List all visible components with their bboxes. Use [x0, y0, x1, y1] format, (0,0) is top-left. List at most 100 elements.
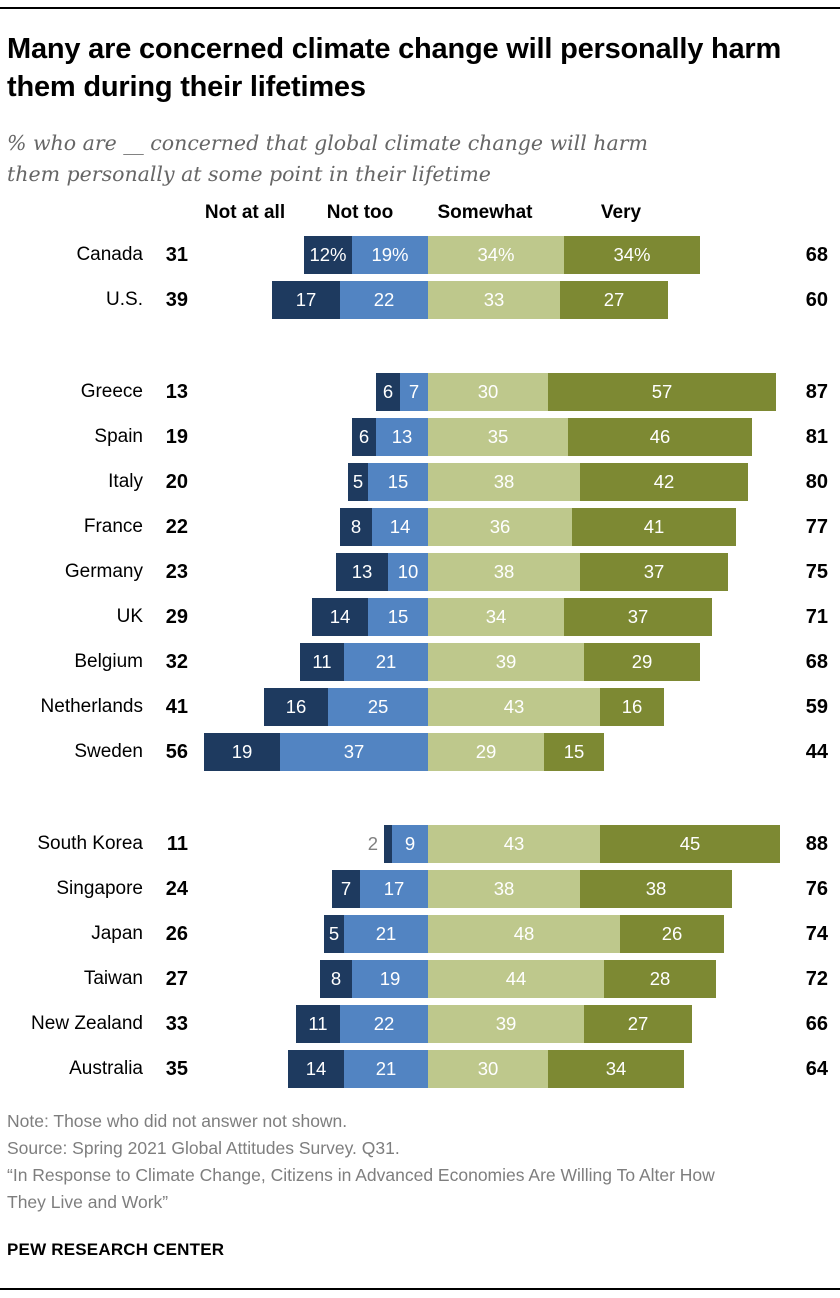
- right-total: 74: [805, 923, 828, 945]
- bottom-rule: [0, 1288, 840, 1290]
- chart-row: France 22 8 14 36 41 77: [0, 508, 840, 546]
- right-total: 77: [805, 516, 828, 538]
- segment-very: 34: [548, 1050, 684, 1088]
- segment-not-too: 14: [372, 508, 428, 546]
- segment-very: 27: [560, 281, 668, 319]
- segment-not-at-all: 14: [312, 598, 368, 636]
- left-total: 27: [165, 968, 188, 990]
- segment-not-at-all: 7: [332, 870, 360, 908]
- left-total: 19: [165, 426, 188, 448]
- segment-not-at-all: [384, 825, 392, 863]
- segment-very: 27: [584, 1005, 692, 1043]
- country-label: Taiwan: [83, 968, 143, 989]
- segment-not-at-all: 5: [324, 915, 344, 953]
- segment-somewhat: 34: [428, 598, 564, 636]
- left-total: 13: [165, 381, 188, 403]
- note-line: Note: Those who did not answer not shown…: [7, 1111, 348, 1131]
- right-total: 64: [805, 1058, 828, 1080]
- chart-row: Japan 26 5 21 48 26 74: [0, 915, 840, 953]
- chart-row: Greece 13 6 7 30 57 87: [0, 373, 840, 411]
- chart-row: Australia 35 14 21 30 34 64: [0, 1050, 840, 1088]
- country-label: Australia: [69, 1058, 143, 1079]
- segment-not-at-all: 12%: [304, 236, 352, 274]
- segment-very: 42: [580, 463, 748, 501]
- column-header-very: Very: [600, 202, 642, 223]
- segment-somewhat: 38: [428, 553, 580, 591]
- segment-somewhat: 39: [428, 643, 584, 681]
- segment-somewhat: 44: [428, 960, 604, 998]
- top-rule: [0, 7, 840, 9]
- country-label: U.S.: [106, 289, 143, 310]
- segment-not-at-all: 5: [348, 463, 368, 501]
- segment-not-too: 7: [400, 373, 428, 411]
- segment-very: 34%: [564, 236, 700, 274]
- segment-very: 16: [600, 688, 664, 726]
- segment-not-too: 13: [376, 418, 428, 456]
- chart-subtitle: % who are __ concerned that global clima…: [7, 131, 648, 186]
- segment-somewhat: 29: [428, 733, 544, 771]
- country-label: Japan: [91, 923, 143, 944]
- segment-not-too: 9: [392, 825, 428, 863]
- segment-not-at-all: 8: [340, 508, 372, 546]
- left-total: 41: [165, 696, 188, 718]
- segment-not-too: 22: [340, 281, 428, 319]
- segment-not-too: 17: [360, 870, 428, 908]
- segment-somewhat: 33: [428, 281, 560, 319]
- chart-row: UK 29 14 15 34 37 71: [0, 598, 840, 636]
- left-total: 29: [165, 606, 188, 628]
- segment-not-at-all: 11: [296, 1005, 340, 1043]
- segment-value-label-outside: 2: [367, 833, 378, 854]
- segment-somewhat: 30: [428, 1050, 548, 1088]
- segment-very: 46: [568, 418, 752, 456]
- quote-line: “In Response to Climate Change, Citizens…: [7, 1165, 715, 1212]
- left-total: 24: [165, 878, 188, 900]
- segment-not-too: 37: [280, 733, 428, 771]
- left-total: 31: [165, 244, 188, 266]
- segment-not-too: 10: [388, 553, 428, 591]
- country-label: Spain: [94, 426, 143, 447]
- segment-not-at-all: 6: [376, 373, 400, 411]
- segment-not-too: 19: [352, 960, 428, 998]
- country-label: Netherlands: [40, 696, 143, 717]
- left-total: 56: [165, 741, 188, 763]
- column-header-not-at-all: Not at all: [204, 202, 286, 223]
- segment-very: 37: [580, 553, 728, 591]
- right-total: 76: [805, 878, 828, 900]
- chart-row: Belgium 32 11 21 39 29 68: [0, 643, 840, 681]
- segment-not-at-all: 8: [320, 960, 352, 998]
- segment-very: 38: [580, 870, 732, 908]
- segment-not-too: 25: [328, 688, 428, 726]
- chart-title: Many are concerned climate change will p…: [7, 33, 782, 103]
- segment-very: 45: [600, 825, 780, 863]
- column-header-not-too: Not too: [326, 202, 394, 223]
- segment-very: 37: [564, 598, 712, 636]
- chart-area: Canada 31 12% 19% 34% 34% 68 U.S. 39 17 22 33 27 60 Gr…: [0, 236, 840, 1088]
- chart-row: Canada 31 12% 19% 34% 34% 68: [0, 236, 840, 274]
- segment-not-at-all: 13: [336, 553, 388, 591]
- country-label: France: [83, 516, 143, 537]
- segment-somewhat: 43: [428, 825, 600, 863]
- right-total: 59: [805, 696, 828, 718]
- country-label: Sweden: [74, 741, 143, 762]
- segment-not-too: 21: [344, 643, 428, 681]
- left-total: 11: [166, 833, 188, 855]
- right-total: 81: [805, 426, 828, 448]
- left-total: 23: [165, 561, 188, 583]
- segment-very: 28: [604, 960, 716, 998]
- segment-not-too: 21: [344, 1050, 428, 1088]
- segment-not-too: 15: [368, 598, 428, 636]
- segment-somewhat: 38: [428, 870, 580, 908]
- chart-row: Italy 20 5 15 38 42 80: [0, 463, 840, 501]
- segment-not-too: 19%: [352, 236, 428, 274]
- left-total: 35: [165, 1058, 188, 1080]
- segment-not-at-all: 14: [288, 1050, 344, 1088]
- segment-not-at-all: 11: [300, 643, 344, 681]
- country-label: Singapore: [56, 878, 143, 899]
- source-line: Source: Spring 2021 Global Attitudes Sur…: [7, 1138, 400, 1158]
- segment-somewhat: 30: [428, 373, 548, 411]
- right-total: 68: [805, 651, 828, 673]
- segment-somewhat: 39: [428, 1005, 584, 1043]
- left-total: 32: [165, 651, 188, 673]
- chart-row: Taiwan 27 8 19 44 28 72: [0, 960, 840, 998]
- chart-row: Spain 19 6 13 35 46 81: [0, 418, 840, 456]
